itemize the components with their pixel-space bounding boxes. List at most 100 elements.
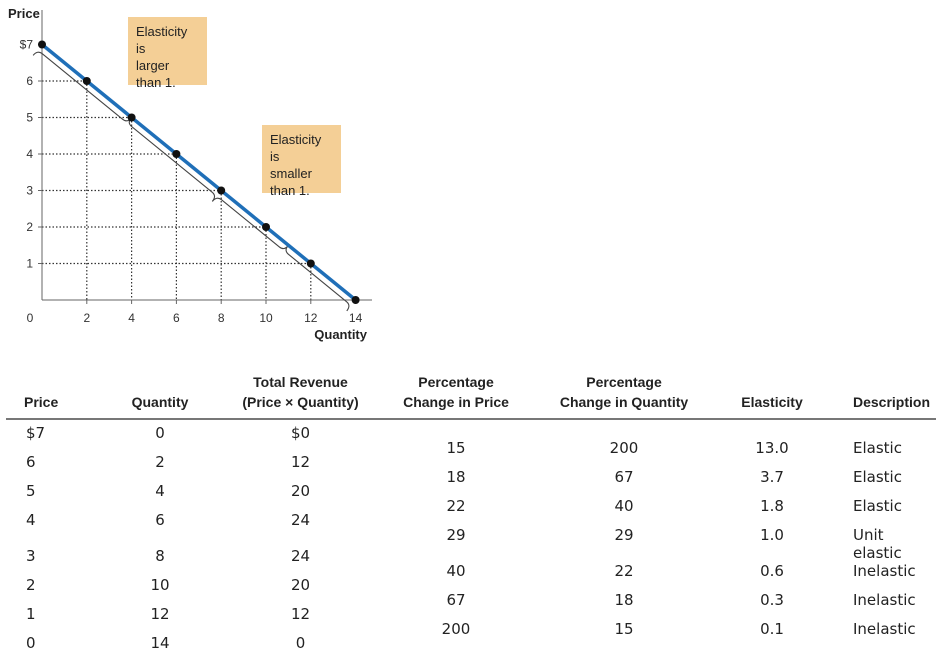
- header-price: Price: [6, 370, 96, 420]
- data-point: [217, 186, 226, 195]
- cell-pct-price: 22: [377, 482, 535, 515]
- demand-curve: [38, 40, 360, 304]
- header-line: Price: [24, 394, 59, 410]
- cell-price: 6: [6, 453, 96, 482]
- cell-value: 14: [150, 634, 170, 652]
- note-line: Elasticity is: [136, 24, 188, 56]
- cell-elasticity: 1.8: [713, 482, 831, 515]
- cell-value: $7: [26, 424, 46, 442]
- cell-price: 0: [6, 634, 96, 663]
- y-tick-label: 6: [26, 74, 33, 88]
- table-row: 2 10 20 67 18 0.3 Inelastic: [6, 576, 936, 609]
- cell-pct-qty: [535, 634, 713, 663]
- x-tick-label: 14: [349, 311, 363, 325]
- cell-value: 6: [26, 453, 36, 471]
- header-quantity: Quantity: [96, 370, 224, 420]
- cell-value: 22: [614, 562, 634, 580]
- table-row: 5 4 20 22 40 1.8 Elastic: [6, 482, 936, 515]
- header-total-revenue: Total Revenue (Price × Quantity): [224, 370, 377, 420]
- cell-pct-qty: 18: [535, 576, 713, 609]
- cell-value: Inelastic: [853, 620, 916, 638]
- y-tick-labels: $7 6 5 4 3 2 1: [20, 38, 42, 271]
- cell-price: 4: [6, 511, 96, 547]
- table-row: 4 6 24 29 29 1.0 Unit elastic: [6, 511, 936, 562]
- cell-price: 3: [6, 547, 96, 576]
- elasticity-table: Price Quantity Total Revenue (Price × Qua…: [6, 370, 936, 663]
- cell-value: 8: [155, 547, 165, 565]
- cell-value: 1.8: [760, 497, 784, 515]
- cell-value: 18: [446, 468, 466, 486]
- cell-pct-qty: 15: [535, 605, 713, 638]
- cell-value: 200: [441, 620, 471, 638]
- cell-price: 5: [6, 482, 96, 511]
- header-line: Change in Price: [403, 394, 509, 410]
- cell-value: 18: [614, 591, 634, 609]
- y-tick-label: 5: [26, 111, 33, 125]
- cell-value: Inelastic: [853, 591, 916, 609]
- y-tick-label: 1: [26, 257, 33, 271]
- cell-value: 40: [446, 562, 466, 580]
- cell-value: 20: [290, 482, 311, 500]
- cell-value: 3: [26, 547, 36, 565]
- cell-value: 3.7: [760, 468, 784, 486]
- header-line: Elasticity: [741, 394, 803, 410]
- cell-value: 15: [446, 439, 466, 457]
- y-tick-label: 4: [26, 147, 33, 161]
- cell-value: 0.1: [760, 620, 784, 638]
- note-line: than 1.: [136, 75, 176, 90]
- cell-value: Unit elastic: [853, 526, 902, 562]
- cell-value: 5: [26, 482, 36, 500]
- cell-value: 1: [26, 605, 36, 623]
- cell-value: 1.0: [760, 526, 784, 544]
- table-row: $7 0 $0 15 200 13.0 Elastic: [6, 419, 936, 457]
- table-row: 3 8 24 40 22 0.6 Inelastic: [6, 547, 936, 580]
- header-line: Total Revenue: [253, 374, 348, 390]
- cell-revenue: 12: [224, 605, 377, 634]
- y-tick-label: 3: [26, 184, 33, 198]
- data-point: [82, 77, 91, 85]
- cell-elasticity: 1.0: [713, 511, 831, 547]
- x-tick-label: 8: [218, 311, 225, 325]
- data-point: [172, 150, 181, 158]
- cell-value: 12: [290, 605, 311, 623]
- header-line: Quantity: [131, 394, 189, 410]
- x-tick-labels: 0 2 4 6 8 10 12 14: [27, 300, 363, 325]
- header-line: Description: [853, 394, 931, 410]
- cell-value: 0: [295, 634, 306, 652]
- cell-pct-qty: 40: [535, 482, 713, 515]
- cell-value: 20: [290, 576, 311, 594]
- header-percentage-change-quantity: Percentage Change in Quantity: [535, 370, 713, 420]
- data-point: [351, 296, 360, 304]
- y-tick-label: 2: [26, 220, 33, 234]
- x-tick-label: 0: [27, 311, 34, 325]
- cell-price: 2: [6, 576, 96, 605]
- header-percentage-change-price: Percentage Change in Price: [377, 370, 535, 420]
- cell-description: Inelastic: [831, 547, 936, 580]
- cell-pct-qty: 22: [535, 547, 713, 580]
- cell-value: Elastic: [853, 468, 902, 486]
- cell-value: Inelastic: [853, 562, 916, 580]
- cell-value: 0.3: [760, 591, 784, 609]
- header-elasticity: Elasticity: [713, 370, 831, 420]
- cell-value: 24: [290, 511, 311, 529]
- header-line: Change in Quantity: [559, 394, 689, 410]
- cell-value: 10: [150, 576, 170, 594]
- data-point: [306, 259, 315, 268]
- table-row: 6 2 12 18 67 3.7 Elastic: [6, 453, 936, 486]
- table-row: 0 14 0: [6, 634, 936, 663]
- cell-pct-price: 200: [377, 605, 535, 638]
- cell-description: Unit elastic: [831, 511, 936, 562]
- note-line: Elasticity is: [270, 132, 322, 164]
- y-axis-title: Price: [8, 6, 40, 21]
- cell-revenue: 20: [224, 576, 377, 605]
- cell-value: $0: [290, 424, 311, 442]
- cell-description: Elastic: [831, 453, 936, 486]
- cell-value: 2: [26, 576, 36, 594]
- cell-pct-qty: 67: [535, 453, 713, 486]
- header-description: Description: [831, 370, 936, 420]
- header-line: Percentage: [418, 374, 494, 390]
- cell-pct-price: 29: [377, 511, 535, 547]
- x-tick-label: 6: [173, 311, 180, 325]
- demand-line: [40, 43, 357, 302]
- cell-pct-price: [377, 634, 535, 663]
